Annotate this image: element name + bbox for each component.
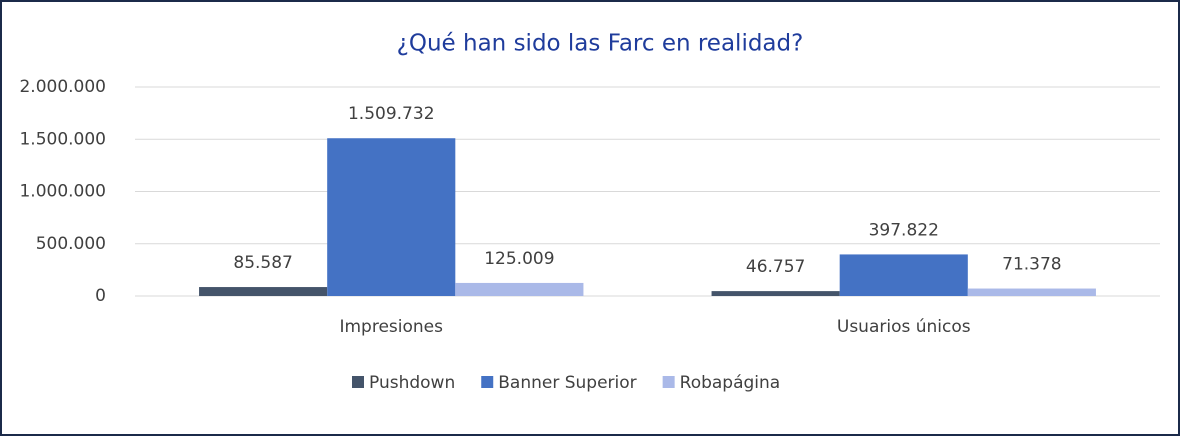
- y-tick-label: 1.000.000: [19, 182, 106, 202]
- legend-swatch: [481, 376, 494, 388]
- x-tick-label: Impresiones: [339, 317, 443, 337]
- y-tick-label: 2.000.000: [19, 77, 106, 97]
- legend-label: Robapágina: [680, 373, 781, 393]
- bar: [967, 288, 1096, 296]
- bar: [455, 282, 584, 296]
- bar: [199, 287, 328, 296]
- y-tick-label: 0: [95, 286, 106, 306]
- data-label: 85.587: [233, 253, 292, 273]
- legend-label: Pushdown: [369, 373, 455, 393]
- data-label: 71.378: [1002, 255, 1061, 275]
- bar: [711, 291, 840, 296]
- legend-swatch: [662, 376, 675, 388]
- chart-title: ¿Qué han sido las Farc en realidad?: [397, 31, 804, 57]
- y-tick-label: 1.500.000: [19, 129, 106, 149]
- data-label: 125.009: [484, 249, 554, 269]
- x-tick-label: Usuarios únicos: [837, 317, 971, 337]
- data-label: 397.822: [869, 220, 939, 240]
- bar: [839, 254, 968, 296]
- bar: [327, 138, 456, 296]
- legend-label: Banner Superior: [498, 373, 636, 393]
- legend-swatch: [352, 376, 364, 388]
- y-tick-label: 500.000: [36, 234, 106, 254]
- data-label: 1.509.732: [348, 104, 435, 124]
- data-label: 46.757: [746, 257, 805, 277]
